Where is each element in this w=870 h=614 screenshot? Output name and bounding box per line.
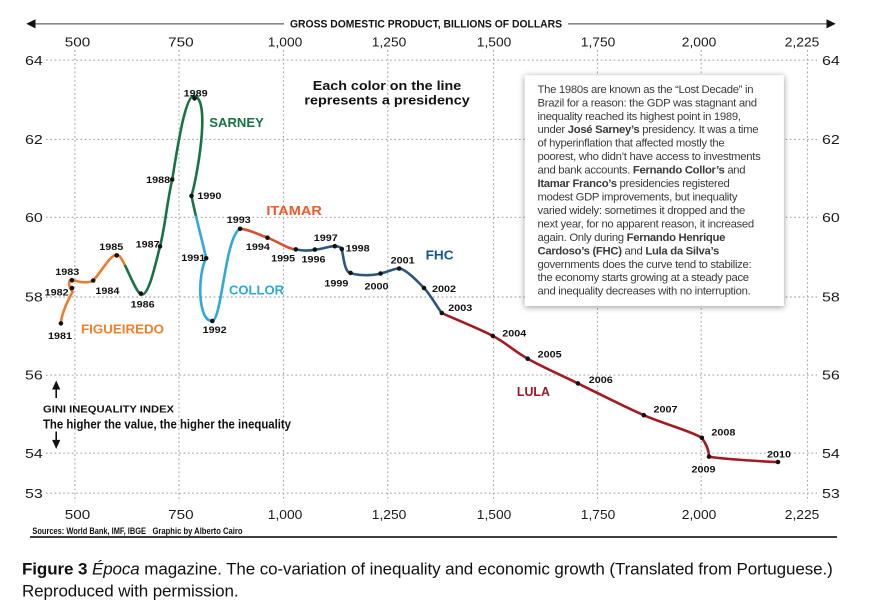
svg-text:represents a presidency: represents a presidency [304, 92, 470, 107]
svg-text:again. Only during Fernando He: again. Only during Fernando Henrique [538, 232, 726, 244]
svg-text:1982: 1982 [45, 288, 69, 299]
svg-text:Cardoso’s (FHC) and Lula da Si: Cardoso’s (FHC) and Lula da Silva’s [538, 245, 719, 257]
svg-text:53: 53 [822, 486, 840, 501]
svg-text:1983: 1983 [55, 267, 79, 278]
svg-text:of hyperinflation that affecte: of hyperinflation that affected mostly t… [538, 138, 725, 150]
svg-text:1998: 1998 [346, 244, 371, 255]
svg-text:2,225: 2,225 [785, 507, 820, 522]
svg-text:GROSS DOMESTIC PRODUCT, BILLIO: GROSS DOMESTIC PRODUCT, BILLIONS OF DOLL… [290, 19, 562, 31]
svg-text:1981: 1981 [48, 331, 73, 342]
svg-text:2010: 2010 [767, 450, 791, 461]
svg-text:1995: 1995 [271, 254, 296, 265]
svg-text:Graphic by Alberto Cairo: Graphic by Alberto Cairo [153, 526, 243, 536]
svg-text:1,250: 1,250 [372, 507, 407, 522]
svg-text:ITAMAR: ITAMAR [266, 203, 322, 218]
svg-text:The 1980s are known as the “Lo: The 1980s are known as the “Lost Decade”… [538, 84, 754, 96]
svg-text:1984: 1984 [95, 286, 120, 297]
svg-text:FHC: FHC [426, 248, 455, 263]
svg-text:modest GDP improvements, but i: modest GDP improvements, but inequality [538, 192, 738, 204]
svg-text:and bank accounts. Fernando Co: and bank accounts. Fernando Collor’s and [538, 165, 746, 177]
svg-text:1987: 1987 [136, 239, 160, 250]
svg-text:and inequality decreases with: and inequality decreases with no interru… [538, 286, 751, 298]
svg-text:under José Sarney’s presidency: under José Sarney’s presidency. It was a… [538, 124, 759, 136]
svg-text:54: 54 [822, 446, 840, 461]
svg-text:2006: 2006 [589, 375, 613, 386]
svg-text:1986: 1986 [131, 299, 155, 310]
svg-text:poorest, who didn’t have acces: poorest, who didn’t have access to inves… [538, 151, 762, 163]
svg-text:1993: 1993 [227, 215, 251, 226]
svg-text:2004: 2004 [502, 329, 527, 340]
svg-text:62: 62 [25, 132, 43, 147]
svg-text:500: 500 [65, 507, 91, 522]
svg-text:governments does the curve ten: governments does the curve tend to stabi… [538, 259, 752, 271]
svg-text:64: 64 [822, 53, 840, 68]
svg-text:1996: 1996 [302, 255, 326, 266]
svg-text:1997: 1997 [314, 233, 338, 244]
svg-text:1,000: 1,000 [268, 35, 303, 50]
svg-text:750: 750 [168, 507, 194, 522]
svg-text:2003: 2003 [448, 303, 472, 314]
svg-text:2,000: 2,000 [682, 35, 717, 50]
svg-text:2,225: 2,225 [785, 35, 820, 50]
svg-text:Sources: World Bank, IMF, IBGE: Sources: World Bank, IMF, IBGE [32, 526, 146, 536]
svg-text:58: 58 [25, 290, 43, 305]
svg-text:750: 750 [168, 35, 194, 50]
svg-text:the economy starts growing at: the economy starts growing at a steady p… [538, 272, 749, 284]
svg-text:2001: 2001 [391, 255, 416, 266]
svg-text:2,000: 2,000 [682, 507, 717, 522]
svg-text:varied widely: sometimes it dr: varied widely: sometimes it dropped and … [538, 205, 746, 217]
svg-text:1,000: 1,000 [268, 507, 303, 522]
svg-text:54: 54 [25, 446, 43, 461]
svg-text:1991: 1991 [181, 253, 206, 264]
svg-text:SARNEY: SARNEY [209, 115, 264, 130]
svg-text:1,750: 1,750 [581, 35, 616, 50]
svg-text:56: 56 [822, 368, 840, 383]
svg-text:Reproduced with permission.: Reproduced with permission. [22, 581, 239, 600]
svg-text:next year, for no apparent rea: next year, for no apparent reason, it in… [538, 218, 754, 230]
svg-text:Itamar Franco’s presidencies r: Itamar Franco’s presidencies registered [538, 178, 730, 190]
svg-text:2007: 2007 [654, 404, 678, 415]
svg-text:1992: 1992 [203, 325, 227, 336]
svg-text:1989: 1989 [184, 89, 208, 100]
svg-text:1994: 1994 [246, 242, 271, 253]
svg-text:1,500: 1,500 [477, 507, 512, 522]
svg-text:1,250: 1,250 [372, 35, 407, 50]
svg-text:LULA: LULA [517, 384, 551, 399]
svg-text:2008: 2008 [711, 428, 736, 439]
svg-text:1990: 1990 [197, 191, 221, 202]
svg-text:GINI INEQUALITY INDEX: GINI INEQUALITY INDEX [43, 405, 174, 416]
svg-text:Figure 3 Época magazine. The c: Figure 3 Época magazine. The co-variatio… [22, 559, 833, 578]
svg-text:500: 500 [65, 35, 91, 50]
svg-text:58: 58 [822, 290, 840, 305]
svg-text:The higher the value, the high: The higher the value, the higher the ine… [43, 416, 292, 431]
svg-text:1988: 1988 [146, 175, 171, 186]
svg-text:1,750: 1,750 [581, 507, 616, 522]
svg-text:56: 56 [25, 368, 43, 383]
svg-text:2009: 2009 [692, 464, 716, 475]
svg-text:FIGUEIREDO: FIGUEIREDO [81, 322, 164, 337]
svg-text:2005: 2005 [538, 350, 563, 361]
svg-text:62: 62 [822, 132, 840, 147]
svg-text:1,500: 1,500 [477, 35, 512, 50]
svg-text:60: 60 [822, 210, 840, 225]
svg-text:Each color on the line: Each color on the line [313, 78, 461, 93]
svg-text:COLLOR: COLLOR [229, 283, 285, 298]
svg-text:1985: 1985 [99, 242, 124, 253]
svg-text:Brazil for a reason: the GDP w: Brazil for a reason: the GDP was stagnan… [538, 97, 757, 109]
svg-text:2002: 2002 [432, 284, 456, 295]
svg-text:64: 64 [25, 53, 43, 68]
svg-text:2000: 2000 [365, 282, 389, 293]
svg-text:1999: 1999 [324, 279, 348, 290]
svg-text:53: 53 [25, 486, 43, 501]
svg-text:60: 60 [25, 210, 43, 225]
svg-text:inequality reached its highest: inequality reached its highest point in … [538, 111, 741, 123]
